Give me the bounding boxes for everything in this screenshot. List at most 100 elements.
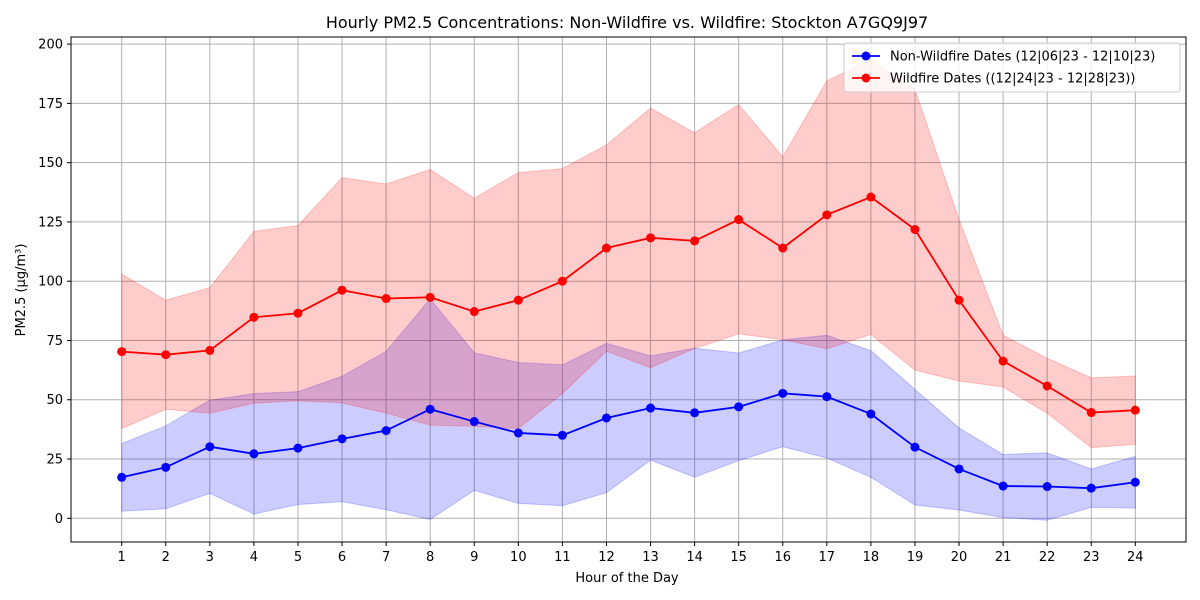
y-tick-label: 175 (38, 97, 63, 112)
point-series-1 (557, 276, 567, 286)
point-series-1 (205, 345, 215, 355)
point-series-0 (646, 403, 656, 413)
x-tick-label: 18 (863, 550, 880, 565)
x-tick-label: 1 (118, 550, 126, 565)
point-series-1 (910, 225, 920, 235)
x-tick-label: 23 (1083, 550, 1100, 565)
x-tick-label: 22 (1039, 550, 1056, 565)
line-series-0 (121, 392, 1136, 490)
legend-box (843, 42, 1181, 93)
point-series-1 (469, 307, 479, 317)
point-series-0 (337, 434, 347, 444)
x-axis-label: Hour of the Day (575, 571, 679, 586)
point-series-1 (381, 294, 391, 304)
point-series-0 (954, 464, 964, 474)
x-tick-label: 17 (819, 550, 836, 565)
point-series-0 (998, 481, 1008, 491)
x-tick-label: 20 (951, 550, 968, 565)
x-tick-label: 19 (907, 550, 924, 565)
x-tick-label: 24 (1127, 550, 1144, 565)
legend-label-0: Non-Wildfire Dates (12|06|23 - 12|10|23) (890, 50, 1155, 65)
chart-title: Hourly PM2.5 Concentrations: Non-Wildfir… (326, 13, 928, 32)
band-series-1 (121, 58, 1136, 449)
point-series-0 (822, 392, 832, 402)
point-series-0 (425, 404, 435, 414)
point-series-0 (910, 442, 920, 452)
point-series-1 (117, 347, 127, 357)
point-series-0 (778, 388, 788, 398)
line-series-1 (121, 196, 1136, 414)
point-series-0 (293, 443, 303, 453)
point-series-0 (601, 413, 611, 423)
x-tick-label: 6 (338, 550, 346, 565)
x-tick-label: 5 (294, 550, 302, 565)
point-series-1 (734, 215, 744, 225)
point-series-0 (117, 472, 127, 482)
x-tick-label: 21 (995, 550, 1012, 565)
y-axis-label: PM2.5 (µg/m³) (14, 244, 29, 337)
confidence-bands (121, 58, 1136, 521)
band-series-0 (121, 298, 1136, 521)
point-series-1 (690, 236, 700, 246)
x-tick-label: 3 (206, 550, 214, 565)
point-series-0 (205, 442, 215, 452)
x-tick-label: 4 (250, 550, 258, 565)
point-series-1 (1086, 408, 1096, 418)
legend-label-1: Wildfire Dates ((12|24|23 - 12|28|23)) (890, 72, 1135, 87)
x-tick-label: 14 (686, 550, 703, 565)
x-tick-label: 2 (162, 550, 170, 565)
y-tick-label: 150 (38, 156, 63, 171)
y-tick-label: 75 (46, 334, 63, 349)
point-series-1 (1042, 381, 1052, 391)
point-series-1 (293, 308, 303, 318)
point-series-1 (513, 295, 523, 305)
point-series-0 (469, 417, 479, 427)
point-series-0 (1130, 477, 1140, 487)
point-series-0 (1042, 482, 1052, 492)
y-tick-label: 25 (46, 453, 63, 468)
point-series-1 (425, 292, 435, 302)
y-tick-label: 50 (46, 393, 63, 408)
legend-marker-1 (861, 73, 871, 83)
point-series-1 (822, 210, 832, 220)
series-lines (121, 196, 1136, 490)
point-series-0 (513, 428, 523, 438)
legend-marker-0 (861, 51, 871, 61)
y-tick-label: 0 (55, 512, 63, 527)
x-axis-ticks: 1 2 3 4 5 6 7 8 9 10 11 12 13 14 15 16 17 18 19 20 21 22 23 24 (118, 542, 1144, 565)
point-series-0 (381, 426, 391, 436)
point-series-1 (954, 295, 964, 305)
grid (71, 37, 1186, 542)
point-series-0 (161, 462, 171, 472)
series-points (117, 192, 1140, 493)
x-tick-label: 16 (774, 550, 791, 565)
point-series-1 (646, 233, 656, 243)
x-tick-label: 13 (642, 550, 659, 565)
y-tick-label: 125 (38, 215, 63, 230)
point-series-1 (249, 312, 259, 322)
point-series-0 (866, 409, 876, 419)
point-series-0 (734, 402, 744, 412)
legend: Non-Wildfire Dates (12|06|23 - 12|10|23)… (843, 42, 1181, 93)
point-series-0 (1086, 483, 1096, 493)
point-series-0 (557, 430, 567, 440)
point-series-0 (690, 408, 700, 418)
y-axis-ticks: 0 25 50 75 100 125 150 175 200 (38, 38, 71, 527)
x-tick-label: 7 (382, 550, 390, 565)
plot-frame (70, 36, 1187, 543)
point-series-1 (1130, 405, 1140, 415)
x-tick-label: 11 (554, 550, 571, 565)
point-series-1 (601, 243, 611, 253)
x-tick-label: 15 (730, 550, 747, 565)
point-series-1 (161, 350, 171, 360)
point-series-1 (866, 192, 876, 202)
y-tick-label: 200 (38, 38, 63, 53)
point-series-0 (249, 449, 259, 459)
x-tick-label: 8 (426, 550, 434, 565)
point-series-1 (778, 243, 788, 253)
point-series-1 (337, 285, 347, 295)
point-series-1 (998, 356, 1008, 366)
x-tick-label: 12 (598, 550, 615, 565)
